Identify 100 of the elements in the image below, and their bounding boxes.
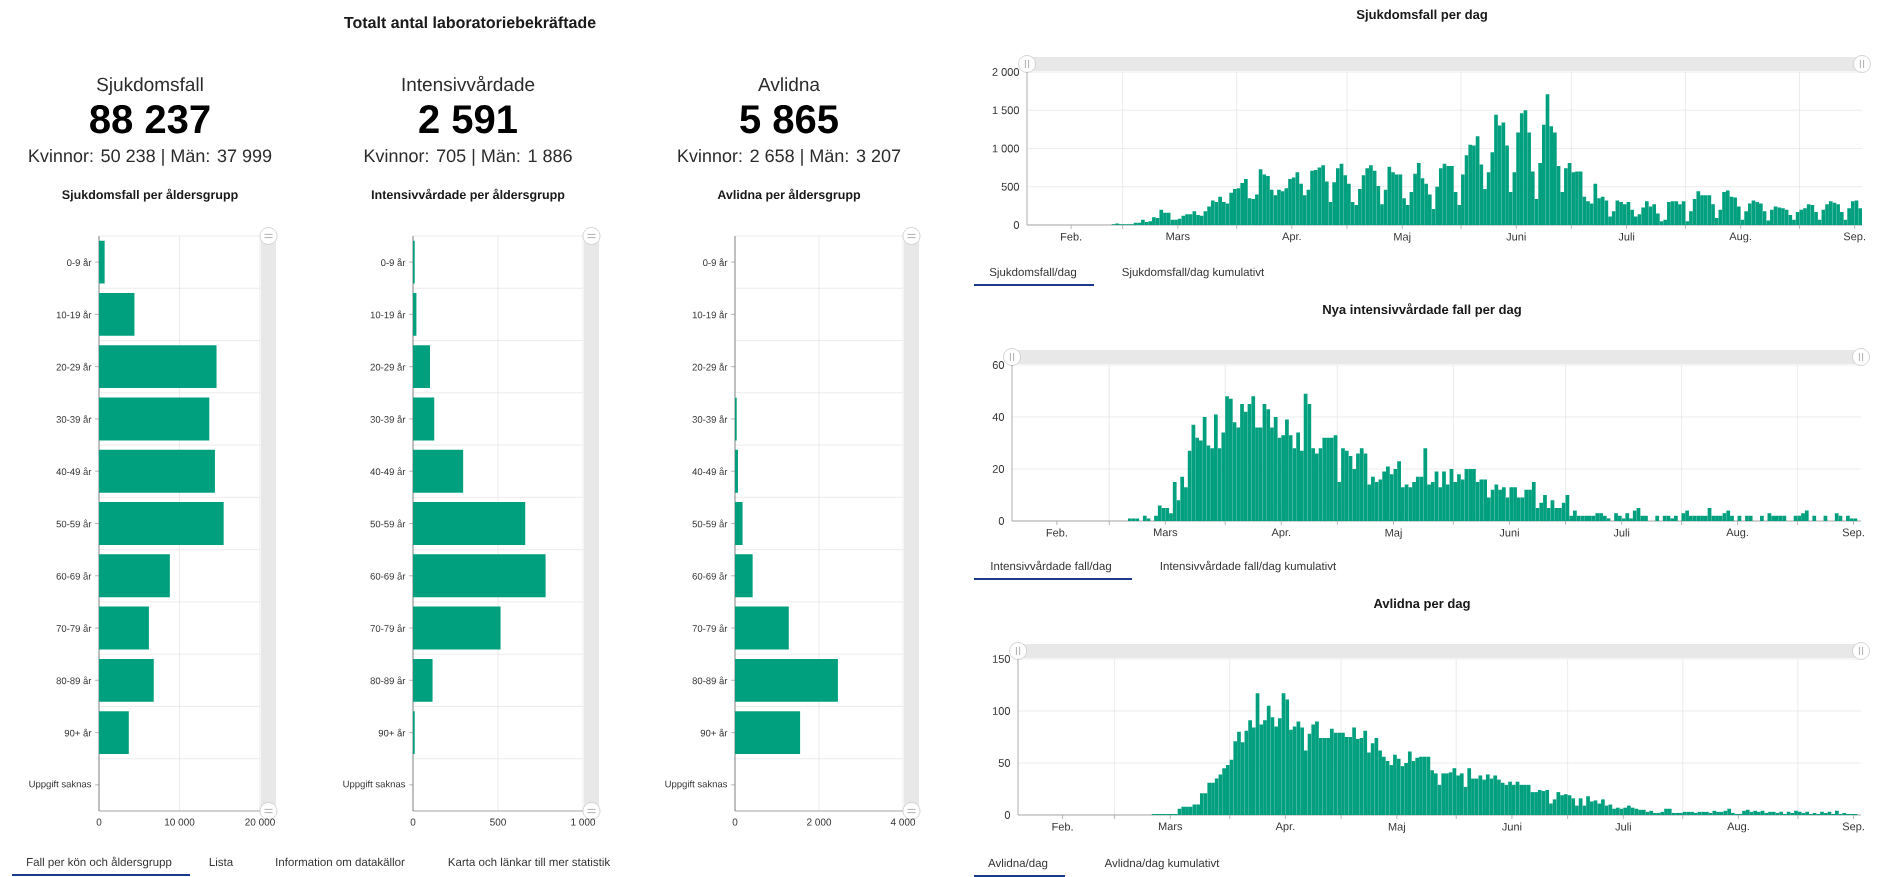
text: Kvinnor: 2 658 | Män: 3 207 <box>678 148 901 166</box>
chart-title: Avlidna per åldersgrupp <box>717 188 861 202</box>
y-tick-label: 0-9 år <box>703 258 728 267</box>
y-tick-label: 2 000 <box>992 68 1020 76</box>
y-tick-label: Uppgift saknas <box>665 780 728 790</box>
y-tick-label: 40-49 år <box>370 467 406 476</box>
chart-title: Avlidna per dag <box>1373 598 1470 611</box>
y-tick-label: 10-19 år <box>370 310 406 319</box>
x-tick-label: Sep. <box>1843 232 1865 243</box>
text: Kvinnor: 705 | Män: 1 886 <box>364 148 572 166</box>
y-tick-label: 70-79 år <box>56 624 92 632</box>
text: Intensivvårdade <box>402 75 535 92</box>
x-tick-label: Apr. <box>1275 822 1295 833</box>
x-tick-label: Feb. <box>1046 528 1067 537</box>
x-tick-label: Sep. <box>1842 528 1864 539</box>
y-tick-label: 30-39 år <box>370 415 406 423</box>
x-tick-label: Juni <box>1506 232 1526 241</box>
text: Fall per kön och åldersgrupp <box>27 856 172 869</box>
text: Sjukdomsfall/dag kumulativt <box>1122 267 1265 279</box>
y-tick-label: 100 <box>992 707 1011 715</box>
x-tick-label: 0 <box>96 818 102 826</box>
x-tick-label: Juni <box>1502 822 1522 831</box>
y-tick-label: 40 <box>992 413 1005 421</box>
y-tick-label: 60-69 år <box>56 571 92 580</box>
y-tick-label: 40-49 år <box>56 467 92 476</box>
text: Totalt antal laboratoriebekräftade <box>344 16 596 29</box>
x-tick-label: Apr. <box>1271 528 1291 539</box>
x-tick-label: 500 <box>490 818 506 826</box>
y-tick-label: 30-39 år <box>56 415 92 423</box>
y-tick-label: 60-69 år <box>692 571 728 580</box>
y-tick-label: 80-89 år <box>56 676 92 685</box>
chart-title: Sjukdomsfall per dag <box>1356 9 1487 22</box>
y-tick-label: 90+ år <box>700 728 728 737</box>
text: Information om datakällor <box>276 857 405 867</box>
y-tick-label: 90+ år <box>378 728 406 737</box>
y-tick-label: 10-19 år <box>692 310 728 319</box>
x-tick-label: Mars <box>1154 528 1178 537</box>
x-tick-label: Aug. <box>1729 232 1751 243</box>
text: 88 237 <box>90 105 210 134</box>
y-tick-label: Uppgift saknas <box>343 780 406 790</box>
x-tick-label: 0 <box>732 818 738 826</box>
x-tick-label: Juli <box>1615 822 1631 831</box>
text: 2 591 <box>419 105 517 134</box>
y-tick-label: 70-79 år <box>370 624 406 632</box>
y-tick-label: 500 <box>1001 182 1020 191</box>
x-tick-label: Sep. <box>1842 822 1864 833</box>
x-tick-label: Juli <box>1618 232 1635 241</box>
text: Intensivvårdade fall/dag <box>991 560 1111 573</box>
y-tick-label: 50-59 år <box>692 519 728 528</box>
text: Sjukdomsfall <box>97 77 203 95</box>
x-tick-label: Apr. <box>1282 232 1301 243</box>
y-tick-label: 150 <box>992 655 1011 663</box>
text: Avlidna/dag <box>988 858 1048 870</box>
x-tick-label: 20 000 <box>245 818 275 826</box>
x-tick-label: Mars <box>1166 232 1190 241</box>
y-tick-label: 0 <box>1004 811 1011 819</box>
y-tick-label: 20-29 år <box>56 362 92 371</box>
x-tick-label: 10 000 <box>164 818 195 826</box>
x-tick-label: 0 <box>410 818 416 826</box>
y-tick-label: 90+ år <box>64 728 92 737</box>
x-tick-label: Juni <box>1499 528 1519 537</box>
chart-title: Sjukdomsfall per åldersgrupp <box>62 188 238 202</box>
y-tick-label: 0-9 år <box>67 258 92 267</box>
y-tick-label: 20 <box>992 465 1005 473</box>
y-tick-label: 50-59 år <box>56 519 92 528</box>
x-tick-label: Aug. <box>1726 528 1748 539</box>
chart-title: Intensivvårdade per åldersgrupp <box>371 188 565 202</box>
y-tick-label: 30-39 år <box>692 415 728 423</box>
x-tick-label: Aug. <box>1727 822 1749 833</box>
x-tick-label: Maj <box>1394 232 1411 243</box>
x-tick-label: Juli <box>1613 528 1630 537</box>
y-tick-label: 20-29 år <box>370 362 406 371</box>
y-tick-label: 1 500 <box>992 106 1020 115</box>
y-tick-label: 50 <box>998 759 1011 767</box>
chart-title: Nya intensivvårdade fall per dag <box>1323 303 1521 317</box>
x-tick-label: 4 000 <box>890 818 916 826</box>
y-tick-label: 80-89 år <box>692 676 728 685</box>
x-tick-label: 2 000 <box>807 818 832 826</box>
x-tick-label: Feb. <box>1061 232 1082 241</box>
y-tick-label: 20-29 år <box>692 362 728 371</box>
text: Lista <box>209 857 234 867</box>
y-tick-label: 10-19 år <box>56 310 92 319</box>
x-tick-label: Mars <box>1158 822 1183 831</box>
x-tick-label: 1 000 <box>571 818 596 826</box>
x-tick-label: Maj <box>1388 822 1405 833</box>
y-tick-label: 40-49 år <box>692 467 728 476</box>
y-tick-label: 0-9 år <box>381 258 406 267</box>
x-tick-label: Maj <box>1385 528 1402 539</box>
y-tick-label: 70-79 år <box>692 624 728 632</box>
text: Karta och länkar till mer statistik <box>448 857 611 867</box>
y-tick-label: Uppgift saknas <box>29 780 92 790</box>
y-tick-label: 80-89 år <box>370 676 406 685</box>
y-tick-label: 60 <box>992 361 1005 369</box>
text: Avlidna/dag kumulativt <box>1104 858 1220 870</box>
text: Avlidna <box>758 77 820 92</box>
x-tick-label: Feb. <box>1052 822 1073 831</box>
text: Sjukdomsfall/dag <box>989 267 1077 279</box>
text: Intensivvårdade fall/dag kumulativt <box>1160 560 1337 573</box>
y-tick-label: 0 <box>998 517 1005 525</box>
text: Kvinnor: 50 238 | Män: 37 999 <box>29 148 272 166</box>
